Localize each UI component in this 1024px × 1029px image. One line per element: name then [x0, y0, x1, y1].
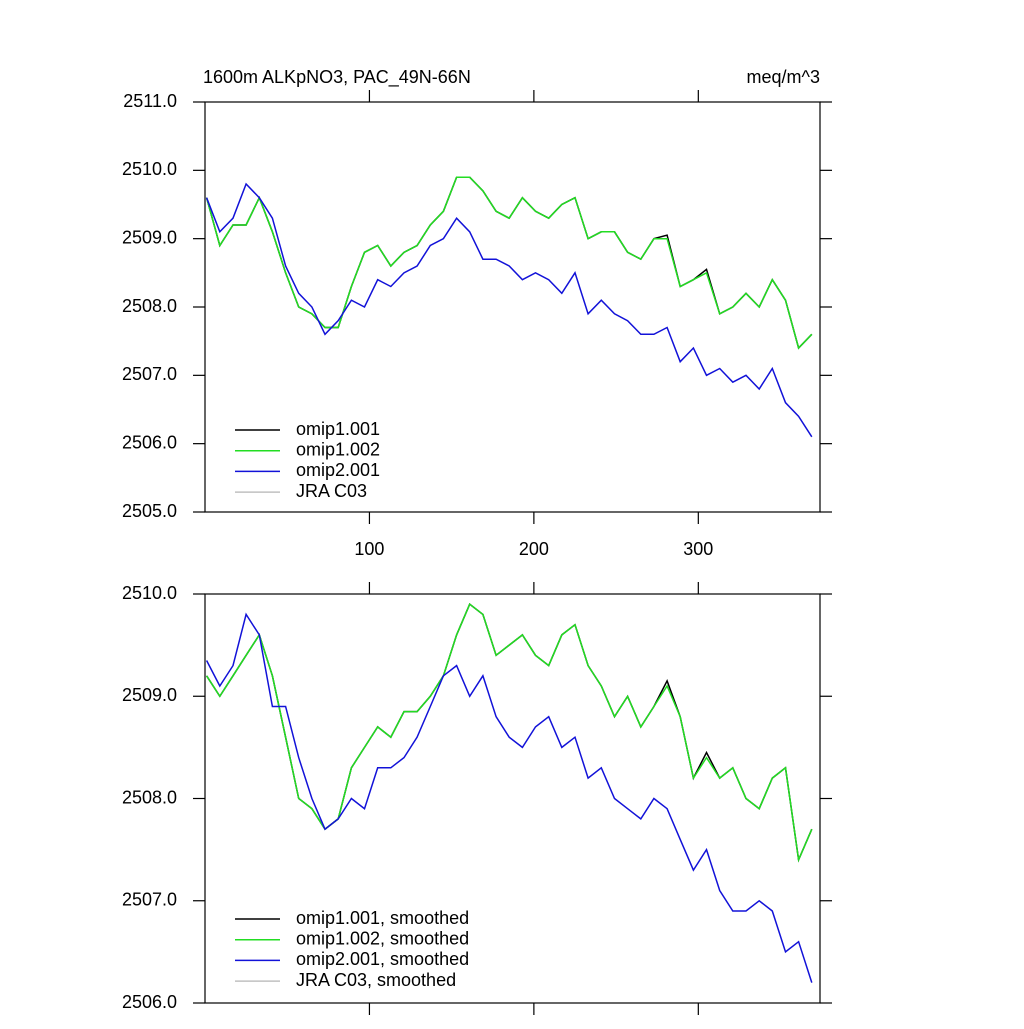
legend-label: omip1.001, smoothed	[296, 908, 469, 928]
x-tick-label: 100	[354, 539, 384, 559]
y-tick-label: 2507.0	[122, 364, 177, 384]
y-tick-label: 2506.0	[122, 992, 177, 1012]
series-line	[205, 603, 813, 863]
legend-label: omip1.001	[296, 419, 380, 439]
y-tick-label: 2508.0	[122, 296, 177, 316]
y-tick-label: 2510.0	[122, 159, 177, 179]
series-line	[205, 612, 813, 983]
x-tick-label: 200	[519, 539, 549, 559]
legend-label: JRA C03	[296, 481, 367, 501]
legend-label: omip2.001	[296, 460, 380, 480]
y-tick-label: 2509.0	[122, 227, 177, 247]
legend-label: JRA C03, smoothed	[296, 970, 456, 990]
y-tick-label: 2508.0	[122, 787, 177, 807]
series-line	[205, 176, 813, 350]
series-line	[205, 182, 813, 438]
x-tick-label: 300	[683, 539, 713, 559]
y-tick-label: 2506.0	[122, 432, 177, 452]
chart-title: 1600m ALKpNO3, PAC_49N-66N	[203, 67, 471, 88]
units-label: meq/m^3	[747, 67, 820, 87]
y-tick-label: 2509.0	[122, 685, 177, 705]
y-tick-label: 2507.0	[122, 890, 177, 910]
y-tick-label: 2511.0	[123, 91, 177, 111]
series-line	[205, 176, 813, 350]
series-line	[205, 603, 813, 863]
legend-label: omip2.001, smoothed	[296, 949, 469, 969]
y-tick-label: 2510.0	[122, 583, 177, 603]
legend-label: omip1.002	[296, 439, 380, 459]
y-tick-label: 2505.0	[122, 501, 177, 521]
legend-label: omip1.002, smoothed	[296, 928, 469, 948]
